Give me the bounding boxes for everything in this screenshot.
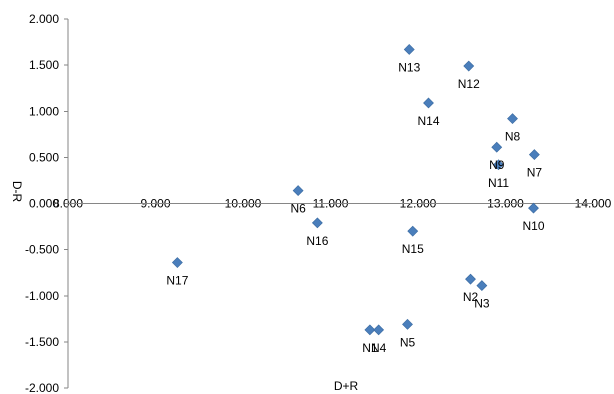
data-point-n5 (402, 318, 413, 330)
data-label-n15: N15 (402, 242, 424, 256)
data-point-n4 (373, 324, 385, 336)
y-tick-label: 1.000 (29, 104, 59, 118)
y-axis-title: D-R (10, 181, 24, 203)
data-label-n5: N5 (400, 335, 416, 349)
data-point-n8 (507, 113, 518, 125)
data-point-n14 (423, 97, 434, 109)
data-point-n2 (465, 273, 476, 285)
y-tick-label: 2.000 (29, 12, 59, 26)
data-label-n9: N9 (489, 158, 505, 172)
data-label-n6: N6 (290, 202, 306, 216)
data-label-n7: N7 (527, 166, 543, 180)
data-point-n16 (311, 217, 323, 229)
data-point-n9 (491, 141, 503, 153)
data-point-n7 (528, 149, 540, 161)
data-label-n2: N2 (463, 290, 479, 304)
data-label-n1: N1 (362, 341, 378, 355)
data-point-n13 (403, 44, 415, 55)
data-label-n4: N4 (371, 341, 387, 355)
data-label-n17: N17 (166, 274, 188, 288)
data-label-n12: N12 (458, 77, 480, 91)
data-point-n11 (493, 159, 504, 171)
data-point-n15 (407, 225, 419, 237)
data-point-n17 (171, 257, 183, 268)
data-label-n16: N16 (306, 234, 328, 248)
data-label-n11: N11 (488, 176, 509, 190)
data-label-n13: N13 (398, 60, 420, 74)
y-tick-label: -2.000 (25, 381, 59, 394)
data-label-n8: N8 (505, 130, 521, 144)
y-tick-label: -1.500 (25, 335, 59, 349)
y-tick-label: -0.500 (25, 243, 59, 257)
x-tick-label: 14.000 (575, 197, 612, 211)
x-axis-title: D+R (334, 379, 359, 393)
data-point-n1 (364, 324, 376, 336)
data-point-n10 (528, 202, 539, 214)
data-points (171, 44, 540, 336)
y-tick-label: 0.500 (29, 150, 59, 164)
y-tick-labels: 2.000 1.500 1.000 0.500 0.000 -0.500 -1.000 -1.… (25, 12, 68, 394)
data-point-n6 (292, 185, 304, 197)
y-tick-label: 1.500 (29, 58, 59, 72)
data-label-n14: N14 (417, 114, 439, 128)
y-tick-label: 0.000 (29, 197, 59, 211)
data-point-n3 (476, 280, 488, 292)
data-label-n3: N3 (474, 297, 490, 311)
data-point-n12 (463, 60, 475, 72)
data-label-n10: N10 (522, 219, 544, 233)
y-tick-label: -1.000 (25, 289, 59, 303)
